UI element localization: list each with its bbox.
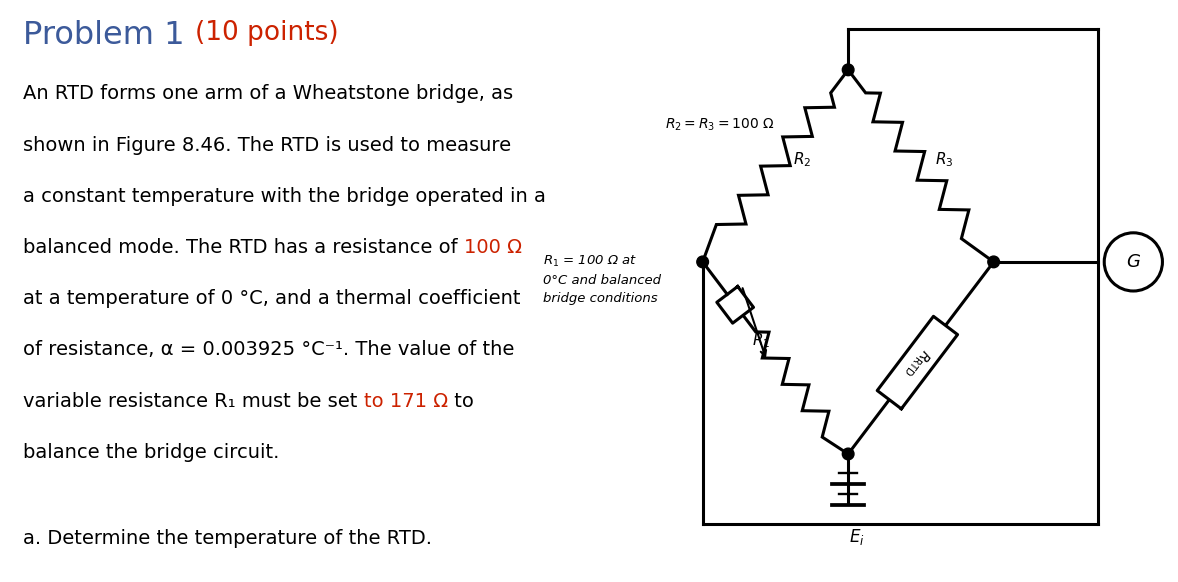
Text: shown in Figure 8.46. The RTD is used to measure: shown in Figure 8.46. The RTD is used to… [24,136,511,155]
Text: $R_{\rm RTD}$: $R_{\rm RTD}$ [901,345,933,380]
Text: $R_2$: $R_2$ [793,151,812,169]
Text: a. Determine the temperature of the RTD.: a. Determine the temperature of the RTD. [24,529,432,548]
Circle shape [842,448,854,460]
Text: $R_1$: $R_1$ [752,331,770,350]
Text: An RTD forms one arm of a Wheatstone bridge, as: An RTD forms one arm of a Wheatstone bri… [24,84,514,104]
Text: $R_1$ = 100 Ω at
0°C and balanced
bridge conditions: $R_1$ = 100 Ω at 0°C and balanced bridge… [543,254,661,305]
Text: $R_2 = R_3 = 100\ \Omega$: $R_2 = R_3 = 100\ \Omega$ [664,117,774,133]
Text: a constant temperature with the bridge operated in a: a constant temperature with the bridge o… [24,187,545,206]
Text: (10 points): (10 points) [194,20,338,47]
Text: at a temperature of 0 °C, and a thermal coefficient: at a temperature of 0 °C, and a thermal … [24,289,521,308]
Text: balanced mode. The RTD has a resistance of: balanced mode. The RTD has a resistance … [24,238,464,257]
Text: to 171 Ω: to 171 Ω [364,392,448,411]
Text: variable resistance R₁ must be set: variable resistance R₁ must be set [24,392,364,411]
Text: Problem 1: Problem 1 [24,20,194,51]
Text: balance the bridge circuit.: balance the bridge circuit. [24,443,279,462]
Text: 100 Ω: 100 Ω [464,238,522,257]
Text: of resistance, α = 0.003925 °C⁻¹. The value of the: of resistance, α = 0.003925 °C⁻¹. The va… [24,340,515,360]
Text: G: G [1126,253,1140,271]
Circle shape [697,256,708,268]
Circle shape [1104,233,1163,291]
Circle shape [842,64,854,76]
Text: $R_3$: $R_3$ [935,151,954,169]
Text: to: to [448,392,474,411]
Circle shape [988,256,999,268]
Text: $E_i$: $E_i$ [849,527,865,546]
Polygon shape [878,317,958,409]
